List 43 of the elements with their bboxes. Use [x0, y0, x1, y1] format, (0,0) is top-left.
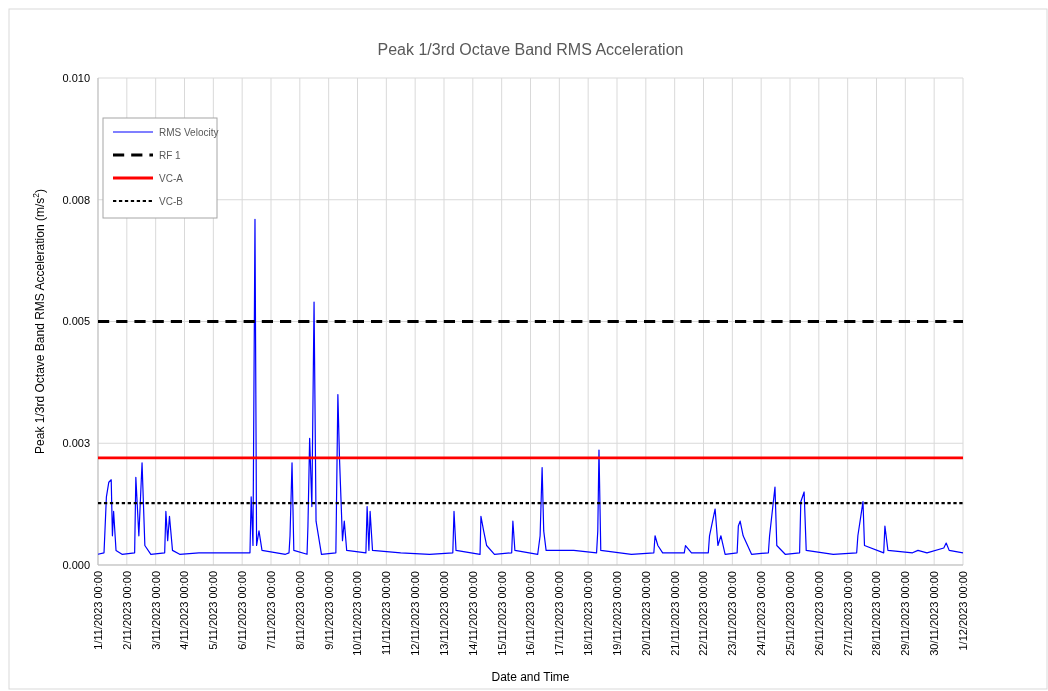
x-tick-label: 4/11/2023 00:00: [178, 571, 191, 650]
y-tick-label: 0.000: [62, 558, 90, 571]
y-tick-label: 0.010: [62, 71, 90, 84]
x-tick-label: 30/11/2023 00:00: [928, 571, 941, 656]
x-tick-label: 2/11/2023 00:00: [120, 571, 133, 650]
y-tick-label: 0.005: [62, 315, 90, 328]
y-tick-label: 0.003: [62, 437, 90, 450]
legend-label: RMS Velocity: [159, 126, 219, 138]
chart-title: Peak 1/3rd Octave Band RMS Acceleration: [377, 41, 684, 58]
x-tick-label: 13/11/2023 00:00: [437, 571, 450, 656]
x-tick-label: 19/11/2023 00:00: [610, 571, 623, 656]
x-tick-label: 6/11/2023 00:00: [236, 571, 249, 650]
x-tick-label: 28/11/2023 00:00: [870, 571, 883, 656]
x-tick-label: 26/11/2023 00:00: [812, 571, 825, 656]
x-tick-label: 24/11/2023 00:00: [755, 571, 768, 656]
x-axis-title: Date and Time: [491, 670, 570, 684]
x-tick-label: 3/11/2023 00:00: [149, 571, 162, 650]
x-tick-label: 20/11/2023 00:00: [639, 571, 652, 656]
x-tick-label: 1/12/2023 00:00: [956, 571, 969, 651]
x-tick-label: 9/11/2023 00:00: [322, 571, 335, 650]
x-tick-label: 21/11/2023 00:00: [668, 571, 681, 656]
legend-label: RF 1: [159, 149, 182, 161]
x-tick-label: 10/11/2023 00:00: [351, 571, 364, 656]
y-tick-label: 0.008: [62, 193, 90, 206]
x-tick-label: 29/11/2023 00:00: [899, 571, 912, 656]
x-tick-label: 15/11/2023 00:00: [495, 571, 508, 656]
x-tick-label: 23/11/2023 00:00: [726, 571, 739, 656]
x-tick-label: 5/11/2023 00:00: [207, 571, 220, 650]
x-tick-label: 18/11/2023 00:00: [582, 571, 595, 656]
x-tick-label: 14/11/2023 00:00: [466, 571, 479, 656]
x-tick-label: 7/11/2023 00:00: [264, 571, 277, 650]
x-tick-label: 16/11/2023 00:00: [524, 571, 537, 656]
legend-label: VC-B: [159, 195, 184, 207]
line-series: [97, 218, 964, 555]
x-tick-label: 11/11/2023 00:00: [380, 571, 393, 656]
x-tick-label: 25/11/2023 00:00: [783, 571, 796, 656]
x-tick-label: 17/11/2023 00:00: [553, 571, 566, 656]
x-tick-label: 27/11/2023 00:00: [841, 571, 854, 656]
x-tick-label: 1/11/2023 00:00: [91, 571, 104, 650]
x-tick-label: 12/11/2023 00:00: [409, 571, 422, 656]
legend-label: VC-A: [159, 172, 184, 184]
x-tick-label: 8/11/2023 00:00: [293, 571, 306, 650]
x-tick-label: 22/11/2023 00:00: [697, 571, 710, 656]
